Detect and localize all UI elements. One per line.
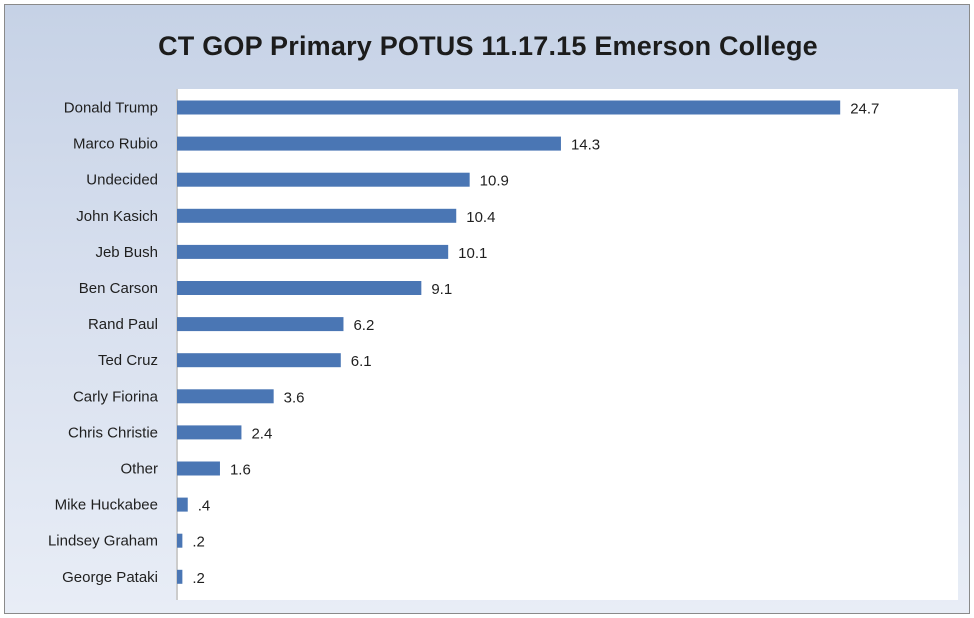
bar (177, 461, 220, 476)
bar (177, 172, 470, 187)
category-label: Other (120, 461, 158, 478)
data-label: 6.1 (351, 353, 372, 370)
category-label: Marco Rubio (73, 136, 158, 153)
category-label: George Pataki (62, 569, 158, 586)
plot-area (176, 89, 958, 600)
bar (177, 317, 344, 332)
category-label: Carly Fiorina (73, 388, 159, 405)
data-label: 10.4 (466, 209, 495, 226)
chart-title: CT GOP Primary POTUS 11.17.15 Emerson Co… (158, 31, 818, 61)
bar (177, 425, 242, 440)
category-label: Rand Paul (88, 316, 158, 333)
category-label: Lindsey Graham (48, 533, 158, 550)
bar (177, 281, 422, 295)
bar (177, 136, 561, 151)
category-label: Chris Christie (68, 424, 158, 441)
category-label: John Kasich (76, 208, 158, 225)
category-label: Ben Carson (79, 280, 158, 297)
category-label: Donald Trump (64, 100, 158, 117)
data-label: 1.6 (230, 462, 251, 479)
data-label: 10.1 (458, 245, 487, 262)
category-label: Ted Cruz (98, 352, 158, 369)
category-label: Jeb Bush (95, 244, 158, 261)
bar (177, 100, 841, 115)
data-label: 2.4 (251, 425, 272, 442)
data-label: 9.1 (431, 281, 452, 298)
bar (177, 497, 188, 512)
data-label: 3.6 (284, 389, 305, 406)
data-label: .2 (192, 570, 205, 587)
bar (177, 353, 341, 368)
data-label: .2 (192, 534, 205, 551)
bar (177, 569, 183, 584)
category-label: Undecided (86, 172, 158, 189)
bar (177, 389, 274, 404)
bar (177, 533, 183, 548)
data-label: 24.7 (850, 101, 879, 118)
data-label: 14.3 (571, 137, 600, 154)
bar (177, 208, 457, 223)
data-label: 6.2 (353, 317, 374, 334)
data-label: .4 (198, 498, 211, 515)
bar (177, 244, 449, 259)
data-label: 10.9 (480, 173, 509, 190)
category-label: Mike Huckabee (55, 497, 158, 514)
